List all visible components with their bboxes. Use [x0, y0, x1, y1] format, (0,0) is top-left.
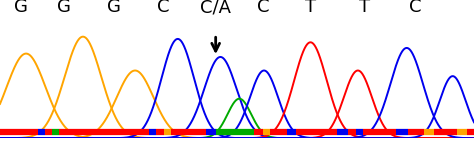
Text: T: T — [359, 0, 371, 16]
Text: T: T — [305, 0, 316, 16]
Text: G: G — [57, 0, 71, 16]
Text: C: C — [409, 0, 421, 16]
Text: G: G — [107, 0, 121, 16]
Text: G: G — [14, 0, 28, 16]
Text: C: C — [157, 0, 170, 16]
Text: C/A: C/A — [200, 0, 231, 16]
Text: C: C — [257, 0, 269, 16]
